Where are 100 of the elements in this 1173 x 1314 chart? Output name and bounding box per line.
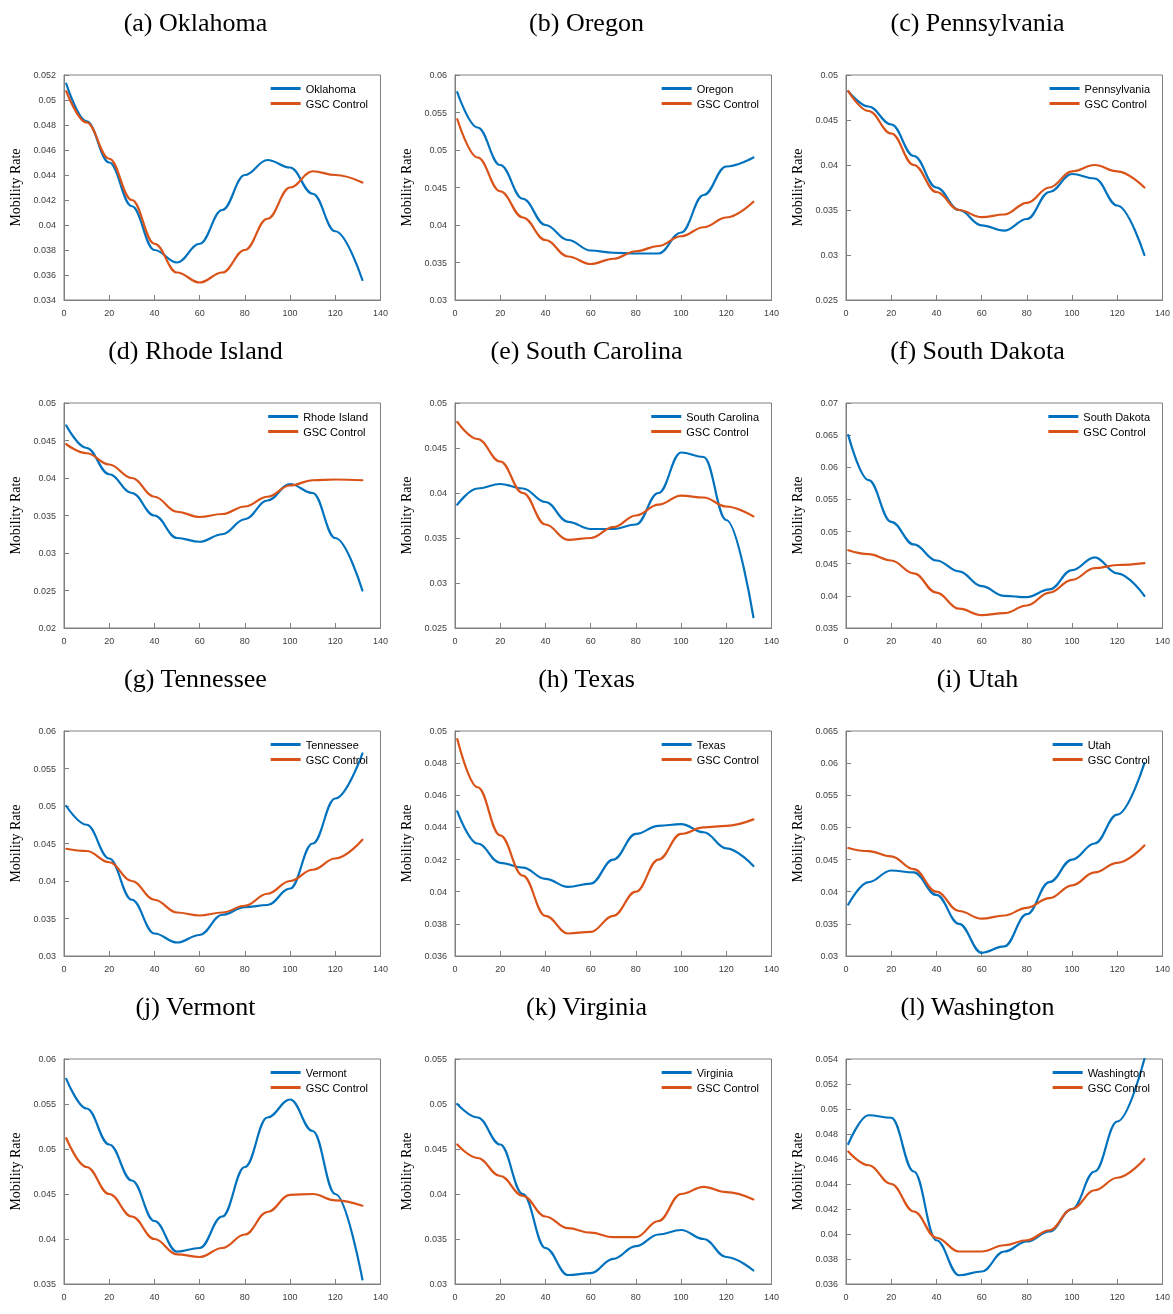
x-tick-label: 40 [149,1291,160,1302]
y-tick-label: 0.046 [815,1154,838,1164]
x-tick-label: 120 [327,1291,343,1302]
x-tick-label: 60 [194,635,205,646]
x-tick-label: 120 [1109,1291,1125,1302]
y-tick-label: 0.04 [429,220,447,230]
y-tick-label: 0.042 [424,854,447,865]
x-tick-label: 100 [673,1291,689,1302]
y-tick-label: 0.05 [38,398,56,408]
x-tick-label: 80 [239,635,250,646]
chart-title: (d) Rhode Island [108,335,283,365]
y-tick-label: 0.025 [424,623,447,633]
y-tick-label: 0.036 [424,951,447,961]
y-tick-label: 0.036 [815,1279,838,1289]
x-tick-label: 0 [452,635,458,646]
y-axis-title: Mobility Rate [7,804,23,883]
x-tick-label: 0 [61,307,67,318]
y-tick-label: 0.03 [429,295,447,305]
x-tick-label: 60 [585,635,596,646]
y-tick-label: 0.035 [33,1279,56,1289]
line-series [847,549,1146,617]
y-tick-label: 0.038 [815,1254,838,1264]
y-tick-label: 0.04 [38,1234,56,1244]
y-tick-label: 0.052 [815,1079,838,1089]
chart-title: (c) Pennsylvania [890,7,1065,37]
x-tick-label: 80 [630,635,641,646]
y-tick-label: 0.07 [820,398,838,408]
y-tick-label: 0.042 [815,1204,838,1214]
y-tick-label: 0.048 [424,758,447,769]
x-tick-label: 100 [1064,1291,1080,1302]
y-tick-label: 0.05 [429,1099,447,1109]
x-tick-label: 0 [452,307,458,318]
legend-label: GSC Control [303,425,366,438]
line-series [65,424,364,592]
legend-label: GSC Control [696,97,760,110]
legend-label: Oklahoma [305,82,357,95]
y-tick-label: 0.06 [820,758,838,769]
y-tick-label: 0.055 [815,790,838,801]
x-tick-label: 120 [327,635,343,646]
y-tick-label: 0.035 [33,913,56,924]
y-tick-label: 0.055 [33,1099,56,1109]
legend-label: Pennsylvania [1084,82,1151,95]
x-tick-label: 40 [931,635,942,646]
x-tick-label: 20 [104,1291,115,1302]
y-tick-label: 0.05 [38,801,56,811]
x-tick-label: 20 [886,307,897,318]
legend-label: Virginia [696,1066,735,1079]
chart-title: (k) Virginia [526,991,648,1021]
y-tick-label: 0.054 [815,1054,838,1064]
x-tick-label: 0 [843,963,849,974]
legend-label: Texas [696,738,726,751]
legend-label: GSC Control [1087,753,1151,766]
x-tick-label: 80 [239,963,250,974]
x-tick-label: 140 [763,963,780,974]
y-tick-label: 0.044 [424,822,447,833]
x-tick-label: 140 [1154,1291,1171,1302]
y-tick-label: 0.05 [820,526,838,537]
x-tick-label: 120 [1109,963,1125,974]
x-tick-label: 40 [540,307,551,318]
y-tick-label: 0.03 [429,578,447,588]
y-tick-label: 0.05 [429,726,447,736]
x-tick-label: 20 [104,963,115,974]
y-tick-label: 0.03 [38,548,56,558]
chart-title: (e) South Carolina [490,335,683,365]
x-tick-label: 100 [282,963,298,974]
y-tick-label: 0.038 [424,918,447,929]
chart-title: (f) South Dakota [890,335,1066,365]
y-tick-label: 0.065 [815,430,838,441]
x-tick-label: 140 [1154,963,1171,974]
y-tick-label: 0.03 [38,951,56,961]
chart-title: (g) Tennessee [124,663,267,693]
x-tick-label: 140 [763,1291,780,1302]
y-tick-label: 0.044 [33,170,56,180]
x-tick-label: 60 [194,307,205,318]
x-tick-label: 40 [931,963,942,974]
x-tick-label: 60 [976,307,987,318]
y-tick-label: 0.035 [815,205,838,215]
x-tick-label: 0 [452,1291,458,1302]
y-tick-label: 0.055 [815,494,838,505]
x-tick-label: 100 [282,1291,298,1302]
line-series [847,762,1146,954]
x-tick-label: 140 [1154,635,1171,646]
line-series [456,1102,755,1277]
line-series [847,434,1146,599]
y-tick-label: 0.045 [815,854,838,865]
x-tick-label: 20 [495,307,506,318]
x-tick-label: 80 [1021,635,1032,646]
x-tick-label: 0 [843,1291,849,1302]
y-axis-title: Mobility Rate [398,1132,414,1211]
y-axis-title: Mobility Rate [398,804,414,883]
x-tick-label: 120 [718,307,734,318]
y-tick-label: 0.035 [424,533,447,543]
y-tick-label: 0.02 [38,623,56,633]
x-tick-label: 20 [495,1291,506,1302]
y-tick-label: 0.035 [424,1234,447,1244]
y-tick-label: 0.04 [820,1229,838,1239]
x-tick-label: 80 [630,307,641,318]
y-tick-label: 0.048 [815,1129,838,1139]
legend-label: Rhode Island [303,410,368,423]
y-tick-label: 0.045 [33,435,56,446]
